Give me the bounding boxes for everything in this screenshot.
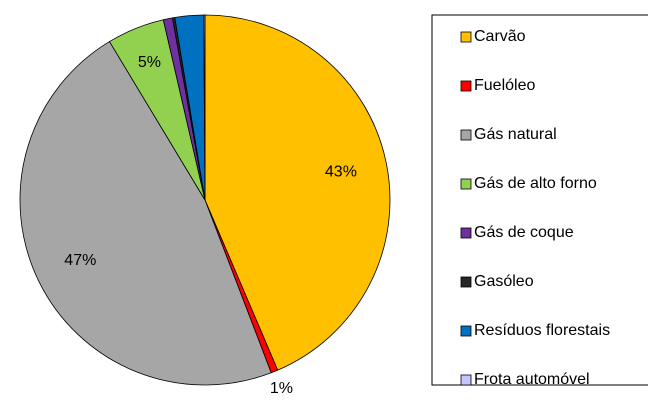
pie-slice (204, 14, 391, 371)
legend-swatch (460, 31, 472, 43)
legend-label: Fuelóleo (474, 77, 535, 94)
legend-label: Gasóleo (474, 273, 534, 290)
legend-label: Resíduos florestais (474, 322, 610, 339)
pie-slice (19, 41, 272, 386)
legend-label: Gás de alto forno (474, 175, 597, 192)
legend-swatch (460, 178, 472, 190)
legend-swatch (460, 374, 472, 386)
legend-box (431, 14, 648, 386)
legend-swatch (460, 227, 472, 239)
legend-swatch (460, 276, 472, 288)
legend-label: Gás natural (474, 126, 557, 143)
legend-swatch (460, 325, 472, 337)
data-label: 5% (138, 54, 161, 71)
data-label: 43% (325, 163, 357, 180)
pie-slice (203, 14, 206, 201)
legend-swatch (460, 80, 472, 92)
legend-label: Carvão (474, 28, 526, 45)
legend-label: Frota automóvel (474, 371, 590, 388)
legend-swatch (460, 129, 472, 141)
legend-label: Gás de coque (474, 224, 574, 241)
data-label: 1% (270, 380, 293, 397)
data-label: 47% (64, 252, 96, 269)
